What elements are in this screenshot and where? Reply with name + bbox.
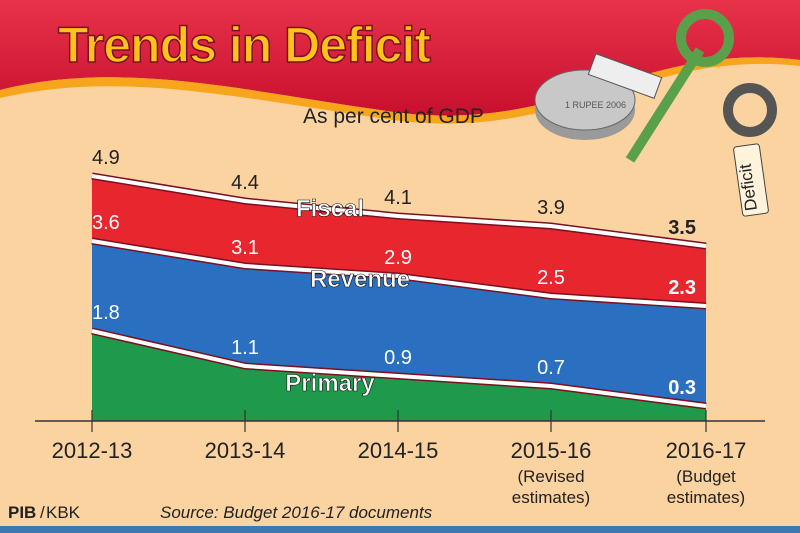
- banner-stripe: [0, 57, 800, 124]
- source-note: Source: Budget 2016-17 documents: [160, 503, 433, 522]
- data-label-primary: 1.1: [231, 337, 259, 359]
- x-tick-label: 2013-14: [205, 438, 286, 463]
- x-tick-note: (Revised: [517, 467, 584, 486]
- data-label-fiscal: 4.4: [231, 172, 259, 194]
- line-fiscal: [91, 174, 707, 248]
- line-revenue: [91, 239, 707, 308]
- x-tick-label: 2012-13: [52, 438, 133, 463]
- x-tick-note: (Budget: [676, 467, 736, 486]
- data-label-revenue: 3.1: [231, 237, 259, 259]
- x-tick-label: 2015-16: [511, 438, 592, 463]
- data-label-revenue: 3.6: [92, 212, 120, 234]
- x-tick-note: estimates): [512, 488, 590, 507]
- credit-author: KBK: [46, 503, 81, 522]
- series-name-primary: Primary: [285, 370, 375, 397]
- data-label-fiscal: 3.9: [537, 197, 565, 219]
- data-label-revenue: 2.9: [384, 247, 412, 269]
- chart-title: Trends in Deficit: [58, 17, 431, 73]
- coin-text: 1 RUPEE 2006: [565, 100, 626, 110]
- x-tick-label: 2014-15: [358, 438, 439, 463]
- data-label-primary: 1.8: [92, 302, 120, 324]
- x-tick-label: 2016-17: [666, 438, 747, 463]
- credit-agency: PIB: [8, 503, 36, 522]
- data-label-revenue: 2.5: [537, 267, 565, 289]
- series-name-revenue: Revenue: [310, 266, 410, 293]
- data-label-primary: 0.3: [668, 377, 696, 399]
- data-label-primary: 0.7: [537, 357, 565, 379]
- series-name-fiscal: Fiscal: [296, 196, 364, 223]
- chart-subtitle: As per cent of GDP: [303, 105, 484, 128]
- area-primary: [92, 331, 706, 421]
- bottom-rule: [0, 526, 800, 533]
- data-label-fiscal: 4.1: [384, 187, 412, 209]
- data-label-fiscal: 3.5: [668, 217, 696, 239]
- data-label-fiscal: 4.9: [92, 147, 120, 169]
- line-primary: [91, 329, 707, 408]
- data-label-primary: 0.9: [384, 347, 412, 369]
- x-tick-note: estimates): [667, 488, 745, 507]
- coin-scissors-illustration: 1 RUPEE 2006 Deficit: [534, 9, 777, 217]
- data-label-revenue: 2.3: [668, 277, 696, 299]
- credit-separator: /: [40, 503, 45, 522]
